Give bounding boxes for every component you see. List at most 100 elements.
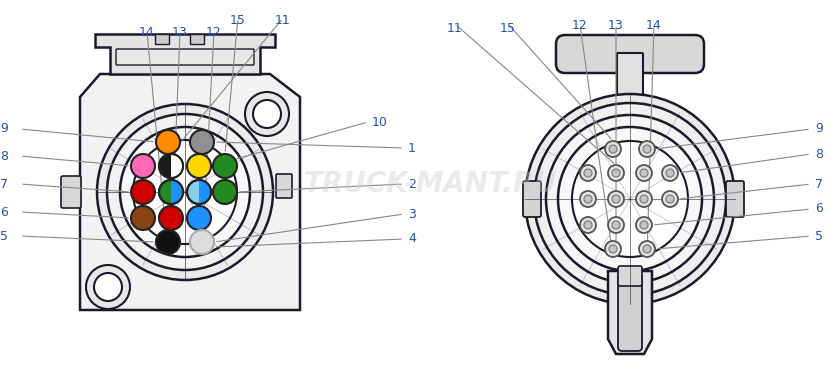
Circle shape — [156, 230, 180, 254]
Circle shape — [612, 221, 620, 229]
FancyBboxPatch shape — [116, 49, 254, 65]
Text: 6: 6 — [815, 202, 823, 215]
Polygon shape — [80, 74, 300, 310]
FancyBboxPatch shape — [726, 181, 744, 217]
Circle shape — [605, 241, 621, 257]
Text: 3: 3 — [408, 207, 416, 220]
Text: 4: 4 — [408, 232, 416, 245]
Circle shape — [253, 100, 281, 128]
Text: 2: 2 — [408, 177, 416, 190]
Text: 9: 9 — [0, 122, 8, 136]
Circle shape — [640, 169, 648, 177]
Circle shape — [156, 130, 180, 154]
Circle shape — [213, 180, 237, 204]
Text: 13: 13 — [172, 26, 188, 39]
Bar — [155, 34, 169, 44]
Circle shape — [580, 191, 596, 207]
Text: 9: 9 — [815, 122, 823, 136]
Circle shape — [558, 127, 702, 271]
Text: 12: 12 — [206, 26, 222, 39]
FancyBboxPatch shape — [523, 181, 541, 217]
Circle shape — [640, 221, 648, 229]
Circle shape — [131, 154, 155, 178]
Circle shape — [612, 195, 620, 203]
Circle shape — [636, 165, 652, 181]
Circle shape — [94, 273, 122, 301]
Circle shape — [133, 140, 237, 244]
Text: 5: 5 — [815, 230, 823, 243]
Circle shape — [639, 241, 655, 257]
Text: 6: 6 — [0, 205, 8, 218]
Circle shape — [131, 180, 155, 204]
FancyBboxPatch shape — [556, 35, 704, 73]
Text: 7: 7 — [815, 177, 823, 190]
FancyBboxPatch shape — [61, 176, 81, 208]
Circle shape — [666, 195, 674, 203]
Circle shape — [639, 141, 655, 157]
Circle shape — [190, 130, 214, 154]
Text: 14: 14 — [646, 19, 662, 32]
Text: 15: 15 — [500, 22, 516, 35]
Bar — [190, 34, 204, 44]
Circle shape — [580, 217, 596, 233]
Circle shape — [609, 145, 617, 153]
Circle shape — [666, 169, 674, 177]
Circle shape — [159, 154, 183, 178]
Text: 15: 15 — [230, 14, 246, 27]
Circle shape — [159, 180, 183, 204]
Circle shape — [187, 206, 211, 230]
Polygon shape — [608, 271, 652, 354]
Polygon shape — [95, 34, 275, 74]
Circle shape — [534, 103, 726, 295]
Circle shape — [605, 141, 621, 157]
Circle shape — [608, 191, 624, 207]
Text: 7: 7 — [0, 177, 8, 190]
Circle shape — [159, 206, 183, 230]
Circle shape — [190, 230, 214, 254]
FancyBboxPatch shape — [617, 53, 643, 110]
FancyBboxPatch shape — [276, 174, 292, 198]
Circle shape — [584, 221, 592, 229]
Text: 12: 12 — [572, 19, 588, 32]
Circle shape — [525, 94, 735, 304]
Circle shape — [107, 114, 263, 270]
FancyBboxPatch shape — [618, 273, 642, 351]
Circle shape — [662, 165, 678, 181]
Circle shape — [213, 154, 237, 178]
Wedge shape — [171, 154, 183, 178]
Circle shape — [120, 127, 250, 257]
Circle shape — [640, 195, 648, 203]
Circle shape — [580, 165, 596, 181]
Circle shape — [609, 245, 617, 253]
Circle shape — [584, 195, 592, 203]
Text: TRUCK-MANT.RU: TRUCK-MANT.RU — [303, 170, 557, 198]
Text: 5: 5 — [0, 230, 8, 243]
Circle shape — [608, 165, 624, 181]
Circle shape — [572, 141, 688, 257]
Circle shape — [187, 154, 211, 178]
Circle shape — [245, 92, 289, 136]
Circle shape — [97, 104, 273, 280]
Circle shape — [612, 169, 620, 177]
Wedge shape — [171, 180, 183, 204]
Circle shape — [546, 115, 714, 283]
Wedge shape — [199, 180, 211, 204]
Circle shape — [608, 217, 624, 233]
Text: 14: 14 — [139, 26, 155, 39]
FancyBboxPatch shape — [618, 266, 642, 286]
Text: 11: 11 — [447, 22, 463, 35]
Circle shape — [636, 217, 652, 233]
Circle shape — [643, 145, 651, 153]
Circle shape — [187, 180, 211, 204]
Text: 8: 8 — [0, 149, 8, 162]
Text: 13: 13 — [608, 19, 624, 32]
Text: 1: 1 — [408, 141, 416, 154]
Text: 8: 8 — [815, 147, 823, 161]
Circle shape — [636, 191, 652, 207]
Text: 11: 11 — [276, 14, 291, 27]
Circle shape — [584, 169, 592, 177]
Circle shape — [662, 191, 678, 207]
Text: 10: 10 — [372, 116, 388, 129]
Circle shape — [643, 245, 651, 253]
Circle shape — [131, 206, 155, 230]
